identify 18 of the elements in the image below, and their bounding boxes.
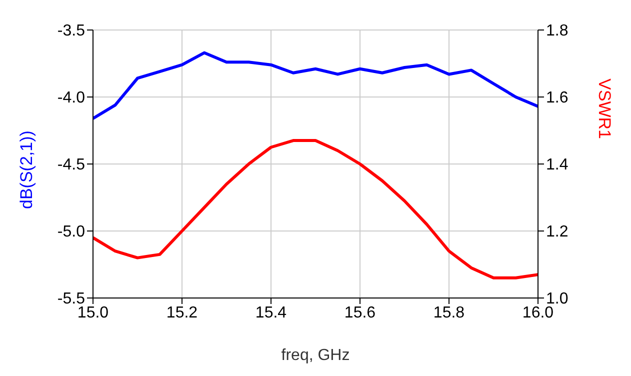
x-axis-title: freq, GHz [281,347,350,364]
y2-tick-label: 1.4 [546,156,568,174]
line-series [93,51,538,120]
x-tick-label: 15.4 [255,304,287,322]
y2-tick-label: 1.8 [546,22,568,40]
y-tick-label: -4.0 [57,90,86,107]
x-tick-label: 15.2 [166,304,198,322]
y2-tick-label: 1.2 [546,224,568,241]
y-tick-label: -3.5 [57,22,86,40]
y-tick-label: -5.0 [57,224,86,241]
y-axis-title: dB(S(2,1)) [17,130,36,209]
x-tick-label: 15.6 [344,304,376,322]
line-series [93,139,538,280]
y2-tick-label: 1.6 [546,90,568,107]
x-tick-label: 16.0 [522,304,554,322]
y2-axis-title: VSWR1 [594,78,614,139]
y-tick-label: -4.5 [57,156,86,174]
x-tick-label: 15.8 [433,304,465,322]
